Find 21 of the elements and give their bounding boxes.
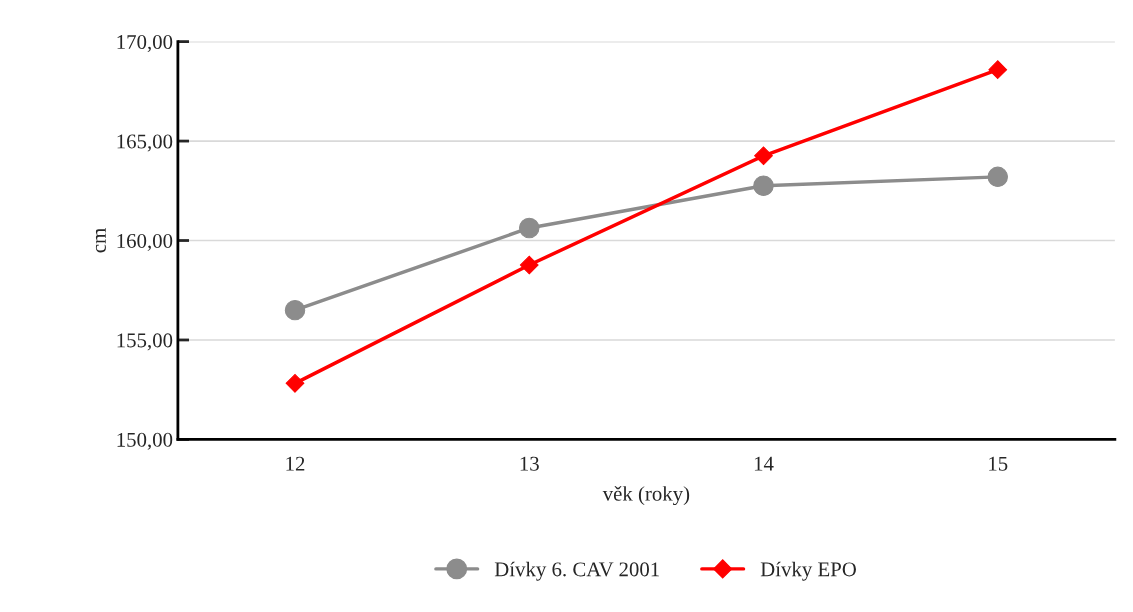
x-tick-label: 13 [520,456,539,471]
legend-label: Dívky 6. CAV 2001 [494,561,659,581]
y-axis-title: cm [95,228,106,253]
legend-label: Dívky EPO [760,561,856,581]
point [988,60,1008,80]
point [519,255,539,275]
point [519,217,540,239]
point [754,146,773,166]
x-axis-title: věk (roky) [602,486,690,506]
point [284,299,306,321]
x-tick-label: 12 [286,456,305,471]
x-tick-label: 14 [754,456,774,471]
point [753,175,774,197]
y-tick-label: 170,00 [117,34,173,53]
point [987,166,1008,188]
point [285,373,305,393]
y-tick-label: 155,00 [117,333,173,351]
y-tick-label: 165,00 [117,134,173,152]
x-tick-label: 15 [989,456,1008,471]
y-tick-label: 160,00 [117,233,173,251]
y-tick-label: 150,00 [117,432,173,450]
